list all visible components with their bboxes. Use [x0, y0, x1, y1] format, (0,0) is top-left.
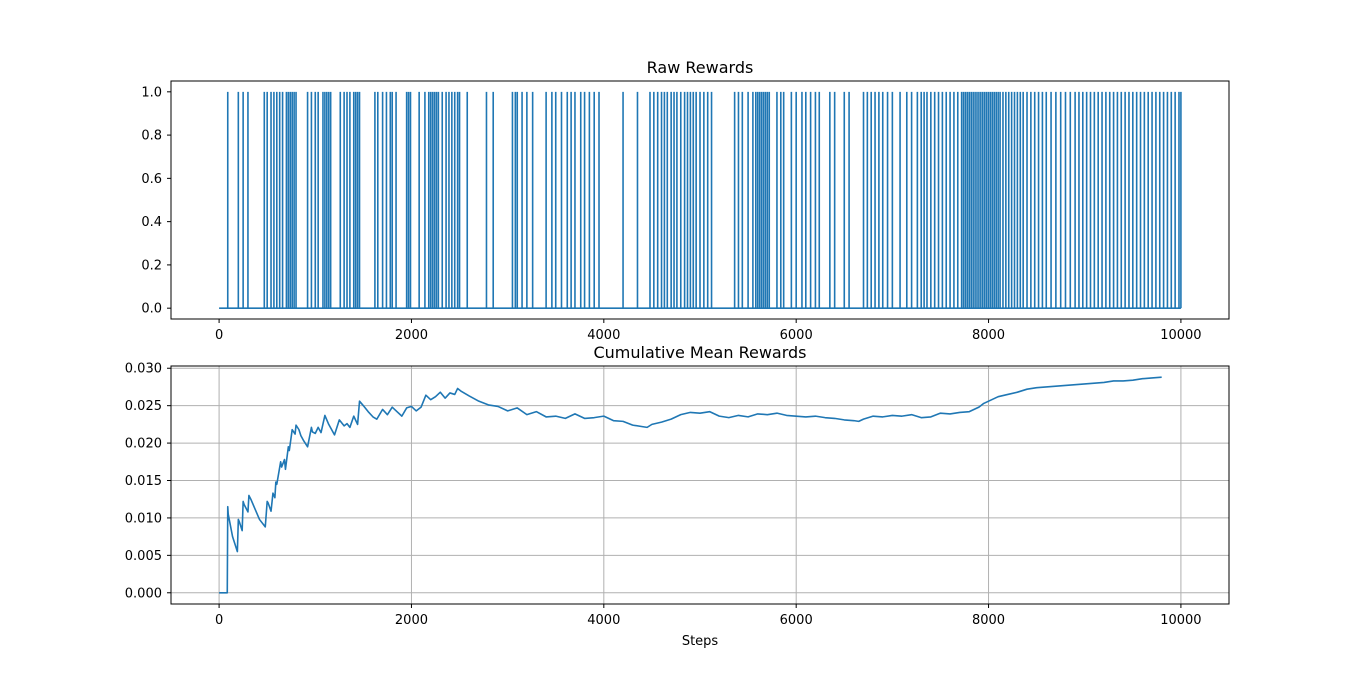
cumulative-mean-ytick-label-4: 0.020: [125, 437, 162, 452]
cumulative-mean-ytick-label-6: 0.030: [125, 362, 162, 377]
cumulative-mean-xtick-label-1: 2000: [395, 613, 428, 628]
cumulative-mean-xtick-label-2: 4000: [587, 613, 620, 628]
cumulative-mean-xtick-label-4: 8000: [972, 613, 1005, 628]
cumulative-mean-ytick-label-1: 0.005: [125, 549, 162, 564]
raw-rewards-frame: [170, 80, 1230, 320]
cumulative-mean-ytick-label-3: 0.015: [125, 474, 162, 489]
raw-rewards-xtick-label-4: 8000: [972, 328, 1005, 343]
cumulative-mean-xtick-label-0: 0: [215, 613, 223, 628]
cumulative-mean-title: Cumulative Mean Rewards: [593, 343, 806, 362]
cumulative-mean-frame: [170, 365, 1230, 605]
cumulative-mean-ytick-label-2: 0.010: [125, 511, 162, 526]
raw-rewards-xtick-label-5: 10000: [1160, 328, 1201, 343]
raw-rewards-xtick-label-3: 6000: [780, 328, 813, 343]
cumulative-mean-xtick-label-3: 6000: [780, 613, 813, 628]
cumulative-mean-xtick-label-5: 10000: [1160, 613, 1201, 628]
x-axis-label: Steps: [682, 634, 719, 649]
raw-rewards-ytick-label-3: 0.6: [141, 172, 162, 187]
raw-rewards-axes: Raw Rewards 0 2000 4000 6000 8000 10000 0.0 0.2…: [141, 58, 1230, 343]
raw-rewards-title: Raw Rewards: [647, 58, 754, 77]
cumulative-mean-grid: [171, 366, 1229, 604]
raw-rewards-xtick-label-2: 4000: [587, 328, 620, 343]
cumulative-mean-ytick-label-5: 0.025: [125, 399, 162, 414]
raw-rewards-ytick-label-2: 0.4: [141, 215, 162, 230]
cumulative-mean-series: [219, 376, 1162, 594]
raw-rewards-ytick-label-0: 0.0: [141, 302, 162, 317]
cumulative-mean-axes: Cumulative Mean Rewards 0 2000 4000 6000 800…: [125, 343, 1230, 649]
raw-rewards-ytick-label-4: 0.8: [141, 129, 162, 144]
raw-rewards-series: [219, 91, 1182, 309]
cumulative-mean-line: [219, 376, 1162, 594]
raw-rewards-ytick-label-1: 0.2: [141, 258, 162, 273]
raw-rewards-ytick-label-5: 1.0: [141, 85, 162, 100]
raw-rewards-xtick-label-0: 0: [215, 328, 223, 343]
raw-rewards-xtick-label-1: 2000: [395, 328, 428, 343]
cumulative-mean-ytick-label-0: 0.000: [125, 586, 162, 601]
